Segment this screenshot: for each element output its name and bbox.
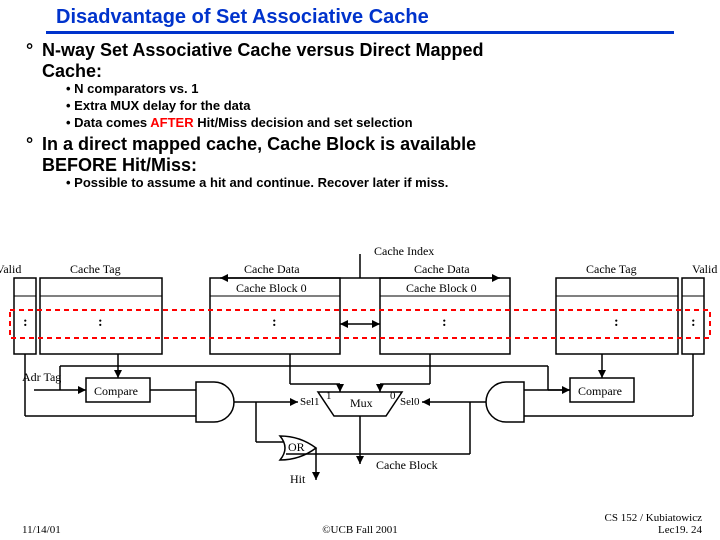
- lbl-compare-r: Compare: [578, 384, 622, 399]
- bullet-2b: BEFORE Hit/Miss:: [42, 155, 197, 175]
- diagram-svg: : : : : : :: [0, 248, 720, 510]
- lbl-data-r: Cache Data: [414, 262, 470, 277]
- lbl-data-l: Cache Data: [244, 262, 300, 277]
- lbl-compare-l: Compare: [94, 384, 138, 399]
- lbl-tag-r: Cache Tag: [586, 262, 637, 277]
- lbl-valid-l: Valid: [0, 262, 21, 277]
- bullet-2a: In a direct mapped cache, Cache Block is…: [42, 134, 476, 154]
- bullet-1a: N-way Set Associative Cache versus Direc…: [42, 40, 484, 60]
- lbl-block0-l: Cache Block 0: [236, 281, 307, 296]
- cache-diagram: : : : : : :: [0, 248, 720, 508]
- lbl-valid-r: Valid: [692, 262, 717, 277]
- title-underline: [46, 31, 674, 34]
- svg-text::: :: [691, 315, 696, 330]
- bullet-2: °In a direct mapped cache, Cache Block i…: [0, 134, 720, 175]
- lbl-tag-l: Cache Tag: [70, 262, 121, 277]
- sub-2: • Extra MUX delay for the data: [0, 98, 720, 115]
- lbl-one: 1: [326, 390, 332, 402]
- lbl-or: OR: [288, 440, 305, 455]
- lbl-mux: Mux: [350, 396, 373, 411]
- slide-title: Disadvantage of Set Associative Cache: [0, 0, 720, 29]
- lbl-zero: 0: [390, 390, 396, 402]
- lbl-sel0: Sel0: [400, 396, 420, 408]
- bullet-1: °N-way Set Associative Cache versus Dire…: [0, 40, 720, 81]
- lbl-hit: Hit: [290, 472, 305, 487]
- sub-4: • Possible to assume a hit and continue.…: [0, 175, 720, 192]
- lbl-cache-index: Cache Index: [374, 244, 434, 259]
- svg-text::: :: [442, 315, 447, 330]
- svg-text::: :: [98, 315, 103, 330]
- sub-1: • N comparators vs. 1: [0, 81, 720, 98]
- sub-3: • Data comes AFTER Hit/Miss decision and…: [0, 115, 720, 132]
- svg-text::: :: [23, 315, 28, 330]
- svg-text::: :: [272, 315, 277, 330]
- lbl-cache-block: Cache Block: [376, 458, 438, 473]
- footer-right: CS 152 / KubiatowiczLec19. 24: [605, 512, 702, 536]
- lbl-sel1: Sel1: [300, 396, 320, 408]
- bullet-1b: Cache:: [42, 61, 102, 81]
- lbl-block0-r: Cache Block 0: [406, 281, 477, 296]
- svg-text::: :: [614, 315, 619, 330]
- lbl-adr-tag: Adr Tag: [22, 370, 61, 385]
